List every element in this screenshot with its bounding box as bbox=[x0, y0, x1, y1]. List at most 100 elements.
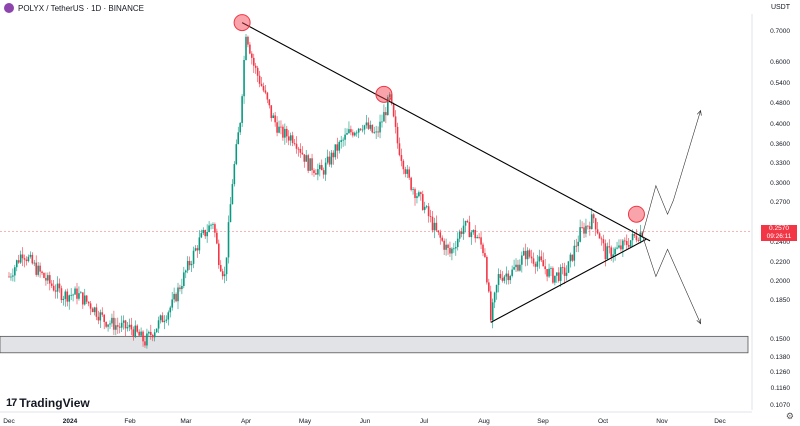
symbol-title: POLYX / TetherUS · 1D · BINANCE bbox=[18, 3, 144, 13]
candle-body bbox=[552, 268, 554, 283]
candle-body bbox=[116, 325, 119, 327]
candle-body bbox=[606, 246, 609, 260]
y-tick-label: 0.6000 bbox=[770, 59, 790, 66]
candle-body bbox=[589, 226, 591, 230]
chart-header: POLYX / TetherUS · 1D · BINANCE bbox=[4, 3, 144, 13]
y-tick-label: 0.2400 bbox=[770, 239, 790, 246]
candle-body bbox=[291, 135, 294, 144]
candle-body bbox=[214, 224, 216, 233]
x-tick-label: Feb bbox=[124, 418, 136, 425]
candle-body bbox=[387, 97, 389, 116]
candle-body bbox=[573, 245, 576, 261]
candle-body bbox=[328, 156, 331, 165]
x-tick-label: Jul bbox=[420, 418, 429, 425]
tradingview-logo[interactable]: 17 TradingView bbox=[6, 396, 90, 410]
candle-body bbox=[324, 162, 327, 175]
candle-body bbox=[35, 262, 37, 275]
candle-body bbox=[458, 231, 461, 239]
candle-body bbox=[190, 263, 193, 266]
candle-body bbox=[353, 132, 356, 136]
candle-body bbox=[221, 271, 224, 277]
candle-body bbox=[501, 277, 504, 281]
candle-body bbox=[266, 92, 269, 100]
candle-body bbox=[249, 44, 251, 54]
candle-body bbox=[52, 285, 55, 291]
candle-body bbox=[486, 256, 488, 283]
y-tick-label: 0.2700 bbox=[770, 199, 790, 206]
candle-body bbox=[622, 240, 624, 250]
candle-body bbox=[334, 144, 337, 158]
candle-body bbox=[383, 112, 385, 122]
projection-path bbox=[642, 110, 701, 236]
candle-body bbox=[639, 232, 642, 242]
x-tick-label: Oct bbox=[598, 418, 608, 425]
candle-body bbox=[610, 247, 613, 257]
candle-body bbox=[91, 308, 94, 313]
candle-body bbox=[453, 248, 455, 250]
candle-body bbox=[569, 254, 572, 262]
candle-body bbox=[239, 122, 241, 133]
candle-body bbox=[25, 259, 28, 262]
candle-body bbox=[559, 267, 562, 281]
candle-body bbox=[109, 323, 111, 325]
candle-body bbox=[546, 269, 548, 277]
candle-body bbox=[188, 260, 191, 266]
candle-body bbox=[625, 240, 628, 245]
candle-body bbox=[138, 331, 140, 336]
candle-body bbox=[313, 170, 315, 174]
candle-body bbox=[583, 227, 585, 234]
candle-body bbox=[540, 256, 543, 261]
candle-body bbox=[600, 238, 603, 240]
candle-body bbox=[262, 85, 265, 91]
candle-body bbox=[441, 237, 444, 241]
candle-body bbox=[54, 290, 57, 292]
candle-body bbox=[350, 129, 352, 133]
candle-body bbox=[237, 132, 240, 145]
candle-body bbox=[377, 131, 379, 133]
candle-body bbox=[369, 124, 372, 129]
y-tick-label: 0.2000 bbox=[770, 278, 790, 285]
candle-body bbox=[445, 244, 447, 250]
candle-body bbox=[320, 165, 323, 171]
candle-body bbox=[637, 240, 640, 242]
candle-body bbox=[229, 204, 232, 223]
candle-body bbox=[612, 254, 614, 257]
candle-body bbox=[177, 287, 179, 302]
y-tick-label: 0.4000 bbox=[770, 121, 790, 128]
candle-body bbox=[365, 122, 368, 126]
candle-body bbox=[342, 139, 344, 141]
candle-body bbox=[107, 324, 109, 327]
candle-body bbox=[181, 285, 183, 290]
candle-body bbox=[505, 273, 508, 277]
candle-body bbox=[497, 274, 500, 285]
candle-body bbox=[517, 264, 519, 271]
candle-body bbox=[169, 307, 172, 313]
candle-body bbox=[231, 184, 234, 205]
candle-body bbox=[587, 225, 589, 227]
currency-label[interactable]: USDT bbox=[770, 4, 790, 11]
candle-body bbox=[95, 307, 98, 317]
candle-body bbox=[218, 243, 220, 266]
grid-lines bbox=[0, 14, 753, 413]
candle-body bbox=[511, 269, 513, 276]
candle-body bbox=[429, 216, 432, 217]
candle-body bbox=[464, 220, 467, 226]
support-zone bbox=[0, 335, 749, 354]
candle-body bbox=[449, 247, 451, 254]
candle-body bbox=[202, 229, 205, 234]
candle-body bbox=[596, 229, 599, 234]
candle-body bbox=[47, 275, 49, 281]
candle-body bbox=[204, 229, 207, 237]
x-tick-label: Aug bbox=[478, 418, 490, 425]
candle-body bbox=[311, 158, 313, 171]
candle-body bbox=[404, 169, 407, 174]
candle-body bbox=[64, 291, 67, 299]
settings-gear-icon[interactable]: ⚙ bbox=[785, 411, 794, 421]
candle-body bbox=[462, 225, 465, 234]
candle-body bbox=[186, 260, 189, 271]
candle-body bbox=[29, 254, 32, 257]
projection-arrowhead bbox=[696, 318, 702, 325]
candle-body bbox=[443, 240, 445, 250]
candle-body bbox=[629, 240, 632, 247]
